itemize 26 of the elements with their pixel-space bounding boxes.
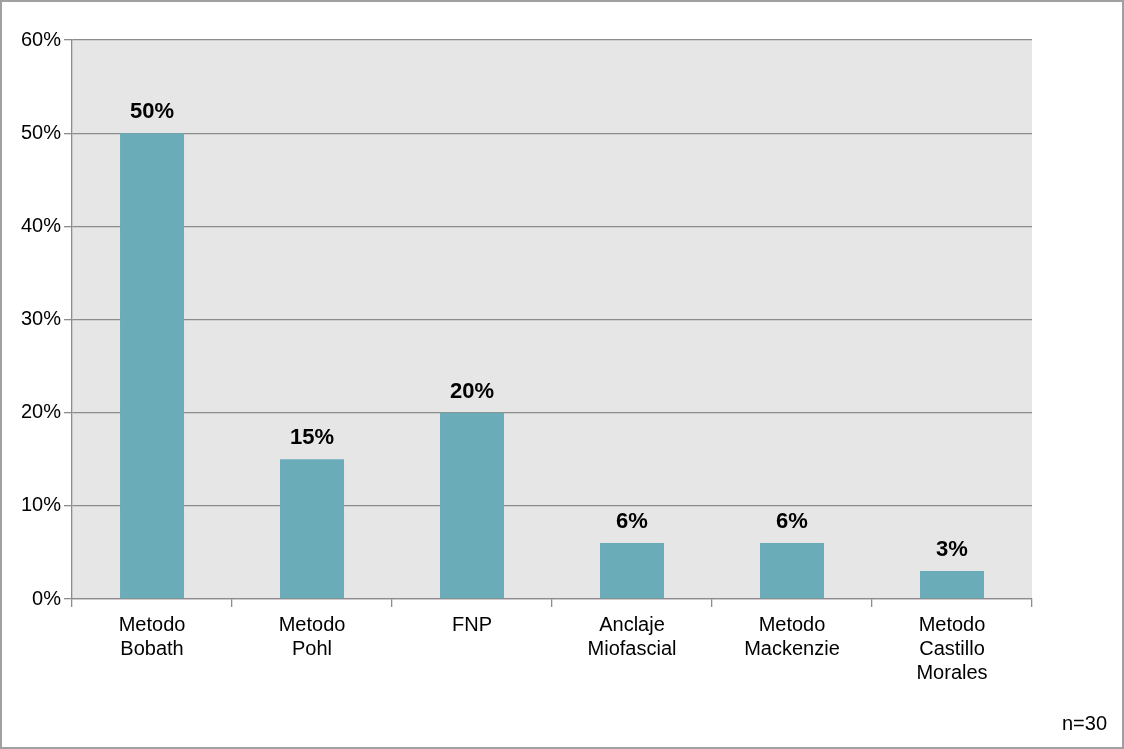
y-tick-label: 20% <box>21 400 62 423</box>
x-tick-label: Anclaje Miofascial <box>587 612 677 659</box>
bar <box>600 543 665 599</box>
data-label: 3% <box>936 536 968 562</box>
x-tick-label: Metodo Castillo Morales <box>916 612 988 683</box>
data-label: 50% <box>130 98 175 124</box>
y-tick-label: 0% <box>32 586 62 609</box>
bar <box>120 133 185 599</box>
bar <box>920 571 984 599</box>
y-tick-label: 10% <box>21 493 62 516</box>
data-label: 6% <box>776 508 808 534</box>
y-tick-label: 40% <box>21 213 62 236</box>
y-tick-label: 60% <box>21 27 62 50</box>
data-label: 15% <box>290 424 335 450</box>
y-tick-label: 50% <box>21 120 62 143</box>
data-label: 6% <box>616 508 648 534</box>
x-tick-label: FNP <box>452 612 493 635</box>
x-tick-label: Metodo Pohl <box>278 612 346 659</box>
y-tick-label: 30% <box>21 307 62 330</box>
bar <box>760 543 825 599</box>
x-tick-label: Metodo Mackenzie <box>744 612 840 659</box>
x-tick-label: Metodo Bobath <box>118 612 186 659</box>
text: n=30 <box>1062 712 1108 734</box>
data-label: 20% <box>449 377 495 403</box>
bar <box>440 412 505 599</box>
bar <box>280 459 345 599</box>
